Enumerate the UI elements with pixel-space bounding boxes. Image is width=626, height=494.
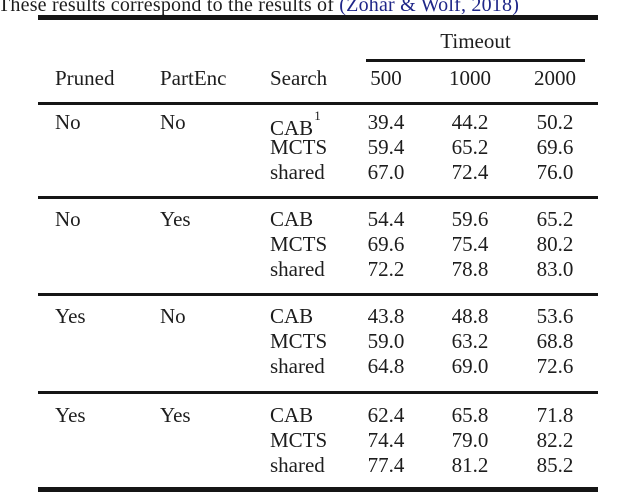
cell-timeout-2000: 76.0 xyxy=(536,160,574,184)
cell-timeout-500: 43.8 xyxy=(367,304,405,328)
cell-timeout-1000: 75.4 xyxy=(451,232,489,256)
table-row: shared 77.4 81.2 85.2 xyxy=(0,453,626,478)
cell-search: MCTS xyxy=(270,329,328,353)
table-row: MCTS 74.4 79.0 82.2 xyxy=(0,428,626,453)
cell-timeout-1000: 63.2 xyxy=(451,329,489,353)
cell-timeout-2000: 72.6 xyxy=(536,354,574,378)
cell-pruned: No xyxy=(55,110,81,134)
table-row: shared 64.8 69.0 72.6 xyxy=(0,354,626,379)
column-header-timeout-1000: 1000 xyxy=(449,66,491,90)
caption-text: These results correspond to the results … xyxy=(0,0,340,16)
timeout-cmidrule xyxy=(366,59,585,62)
cell-partenc: No xyxy=(160,304,186,328)
block-separator-rule xyxy=(38,391,598,394)
cell-timeout-500: 64.8 xyxy=(367,354,405,378)
table-toprule xyxy=(38,15,598,20)
timeout-group-header: Timeout xyxy=(440,29,511,53)
cell-timeout-500: 74.4 xyxy=(367,428,405,452)
cell-timeout-1000: 48.8 xyxy=(451,304,489,328)
cell-search: shared xyxy=(270,257,325,281)
cell-pruned: Yes xyxy=(55,403,86,427)
cell-timeout-1000: 44.2 xyxy=(451,110,489,134)
cell-timeout-1000: 79.0 xyxy=(451,428,489,452)
cell-timeout-500: 59.0 xyxy=(367,329,405,353)
cell-timeout-1000: 65.2 xyxy=(451,135,489,159)
table-row: MCTS 59.0 63.2 68.8 xyxy=(0,329,626,354)
cell-timeout-500: 62.4 xyxy=(367,403,405,427)
cell-search: CAB xyxy=(270,304,314,328)
cell-search: shared xyxy=(270,160,325,184)
footnote-marker: 1 xyxy=(314,108,321,123)
cell-timeout-2000: 50.2 xyxy=(536,110,574,134)
table-row: MCTS 59.4 65.2 69.6 xyxy=(0,135,626,160)
table-header-row: Pruned PartEnc Search 500 1000 2000 xyxy=(0,66,626,91)
cell-timeout-2000: 68.8 xyxy=(536,329,574,353)
cell-search: shared xyxy=(270,453,325,477)
cell-timeout-500: 67.0 xyxy=(367,160,405,184)
column-header-search: Search xyxy=(270,66,328,90)
cell-pruned: No xyxy=(55,207,81,231)
cell-timeout-500: 39.4 xyxy=(367,110,405,134)
column-header-timeout-500: 500 xyxy=(370,66,402,90)
cell-timeout-2000: 71.8 xyxy=(536,403,574,427)
cell-timeout-2000: 85.2 xyxy=(536,453,574,477)
block-separator-rule xyxy=(38,196,598,199)
table-row: No Yes CAB 54.4 59.6 65.2 xyxy=(0,207,626,232)
table-caption: These results correspond to the results … xyxy=(0,0,626,17)
column-header-partenc: PartEnc xyxy=(160,66,227,90)
cell-timeout-500: 54.4 xyxy=(367,207,405,231)
cell-timeout-2000: 82.2 xyxy=(536,428,574,452)
cell-timeout-500: 69.6 xyxy=(367,232,405,256)
cell-timeout-1000: 69.0 xyxy=(451,354,489,378)
table-row: No No CAB1 39.4 44.2 50.2 xyxy=(0,108,626,140)
cell-partenc: No xyxy=(160,110,186,134)
cell-pruned: Yes xyxy=(55,304,86,328)
cell-timeout-1000: 65.8 xyxy=(451,403,489,427)
table-row: Yes No CAB 43.8 48.8 53.6 xyxy=(0,304,626,329)
cell-search: MCTS xyxy=(270,232,328,256)
column-header-timeout-2000: 2000 xyxy=(534,66,576,90)
cell-timeout-2000: 80.2 xyxy=(536,232,574,256)
cell-partenc: Yes xyxy=(160,207,191,231)
cell-timeout-1000: 78.8 xyxy=(451,257,489,281)
cell-timeout-2000: 69.6 xyxy=(536,135,574,159)
cell-timeout-1000: 72.4 xyxy=(451,160,489,184)
cell-timeout-2000: 53.6 xyxy=(536,304,574,328)
cell-search: MCTS xyxy=(270,428,328,452)
header-midrule xyxy=(38,102,598,105)
cell-search: CAB1 xyxy=(270,108,321,140)
cell-timeout-2000: 65.2 xyxy=(536,207,574,231)
cell-timeout-1000: 59.6 xyxy=(451,207,489,231)
cell-search: CAB xyxy=(270,207,314,231)
table-row: shared 67.0 72.4 76.0 xyxy=(0,160,626,185)
cell-timeout-1000: 81.2 xyxy=(451,453,489,477)
block-separator-rule xyxy=(38,293,598,296)
cell-partenc: Yes xyxy=(160,403,191,427)
citation-link[interactable]: (Zohar & Wolf, 2018) xyxy=(339,0,520,16)
table-row: Yes Yes CAB 62.4 65.8 71.8 xyxy=(0,403,626,428)
cell-timeout-500: 72.2 xyxy=(367,257,405,281)
cell-search: CAB xyxy=(270,403,314,427)
cell-search: shared xyxy=(270,354,325,378)
cell-timeout-500: 59.4 xyxy=(367,135,405,159)
table-bottomrule xyxy=(38,487,598,492)
table-row: MCTS 69.6 75.4 80.2 xyxy=(0,232,626,257)
cell-timeout-2000: 83.0 xyxy=(536,257,574,281)
cell-search: MCTS xyxy=(270,135,328,159)
table-row: shared 72.2 78.8 83.0 xyxy=(0,257,626,282)
column-header-pruned: Pruned xyxy=(55,66,115,90)
cell-timeout-500: 77.4 xyxy=(367,453,405,477)
